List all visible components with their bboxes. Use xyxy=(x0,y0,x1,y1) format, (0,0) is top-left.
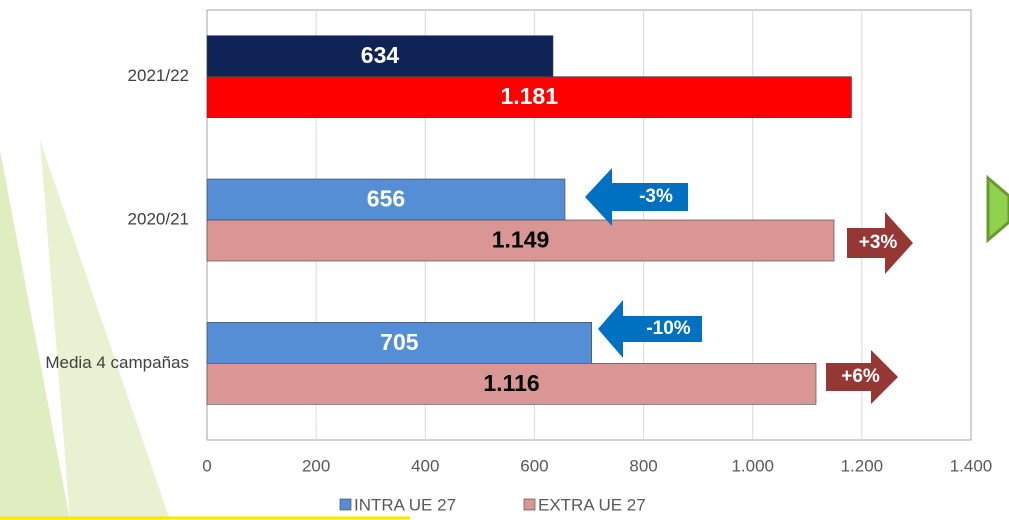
annotation-arrow xyxy=(585,168,688,226)
annotation-arrow xyxy=(598,300,702,358)
annotation-text: -3% xyxy=(639,186,673,207)
annotation-arrow xyxy=(826,350,898,404)
bar xyxy=(206,322,593,364)
legend-label: EXTRA UE 27 xyxy=(538,495,646,514)
annotation-text: -10% xyxy=(646,318,690,339)
legend-swatch xyxy=(339,498,352,511)
bar xyxy=(206,363,817,405)
data-label: 705 xyxy=(380,329,419,355)
y-tick-label: 2021/22 xyxy=(128,66,189,85)
x-tick-label: 400 xyxy=(411,456,439,475)
data-label: 1.181 xyxy=(500,83,558,109)
annotation-text: +6% xyxy=(841,366,880,387)
legend-label: INTRA UE 27 xyxy=(354,495,456,514)
decor-triangle xyxy=(40,140,170,520)
decor-triangle xyxy=(0,150,70,520)
x-tick-label: 800 xyxy=(629,456,657,475)
legend-swatch xyxy=(523,498,536,511)
x-tick-label: 600 xyxy=(520,456,548,475)
data-label: 1.116 xyxy=(483,370,539,396)
data-label: 656 xyxy=(367,186,405,212)
x-tick-label: 200 xyxy=(302,456,330,475)
x-tick-label: 1.200 xyxy=(841,456,884,475)
x-tick-label: 0 xyxy=(202,456,211,475)
bar xyxy=(206,35,554,77)
bar xyxy=(206,219,835,262)
annotation-arrow xyxy=(847,212,913,274)
bar xyxy=(206,178,566,221)
x-tick-label: 1.000 xyxy=(731,456,774,475)
data-label: 634 xyxy=(361,42,400,68)
y-tick-label: 2020/21 xyxy=(128,209,189,228)
bar xyxy=(206,76,852,118)
annotation-text: +3% xyxy=(859,232,898,253)
decor-arrow xyxy=(986,174,1009,244)
y-tick-label: Media 4 campañas xyxy=(45,353,189,372)
x-tick-label: 1.400 xyxy=(950,456,993,475)
data-label: 1.149 xyxy=(492,227,550,253)
